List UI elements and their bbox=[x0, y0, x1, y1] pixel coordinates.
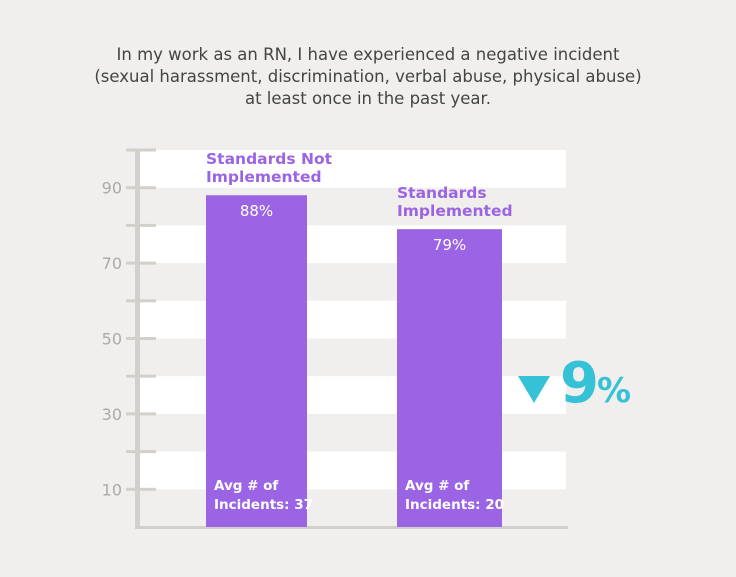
y-tick-label: 50 bbox=[102, 330, 122, 349]
triangle-down-icon bbox=[518, 376, 550, 403]
y-tick-mark bbox=[126, 223, 156, 227]
title-line: (sexual harassment, discrimination, verb… bbox=[94, 67, 642, 86]
chart-title: In my work as an RN, I have experienced … bbox=[0, 44, 736, 110]
avg-incidents-label: Incidents: 20 bbox=[405, 497, 504, 513]
category-label: Implemented bbox=[206, 168, 322, 186]
category-label: Standards bbox=[397, 184, 487, 202]
bar bbox=[397, 229, 502, 528]
y-tick-mark bbox=[126, 412, 156, 416]
title-line: at least once in the past year. bbox=[244, 89, 492, 108]
bar-value-label: 79% bbox=[433, 236, 466, 254]
bar-value-label: 88% bbox=[240, 202, 273, 220]
y-tick-label: 10 bbox=[102, 480, 122, 499]
y-tick-label: 30 bbox=[102, 405, 122, 424]
y-tick-mark bbox=[126, 148, 156, 152]
category-label: Implemented bbox=[397, 202, 513, 220]
y-tick-mark bbox=[126, 186, 156, 190]
y-tick-mark bbox=[126, 374, 156, 378]
title-line: In my work as an RN, I have experienced … bbox=[116, 45, 620, 64]
category-label: Standards Not bbox=[206, 150, 333, 168]
x-axis bbox=[135, 526, 568, 529]
y-tick-mark bbox=[126, 261, 156, 265]
y-tick-mark bbox=[126, 299, 156, 303]
reduction-value: 9 bbox=[560, 351, 599, 416]
bar bbox=[206, 195, 307, 528]
grid-band bbox=[138, 150, 566, 188]
y-tick-label: 70 bbox=[102, 254, 122, 273]
y-tick-mark bbox=[126, 487, 156, 491]
reduction-unit: % bbox=[597, 371, 631, 411]
avg-incidents-label: Avg # of bbox=[214, 478, 278, 494]
avg-incidents-label: Incidents: 37 bbox=[214, 497, 313, 513]
y-tick-mark bbox=[126, 337, 156, 340]
y-tick-mark bbox=[126, 450, 156, 454]
avg-incidents-label: Avg # of bbox=[405, 478, 469, 494]
y-tick-label: 90 bbox=[102, 179, 122, 198]
